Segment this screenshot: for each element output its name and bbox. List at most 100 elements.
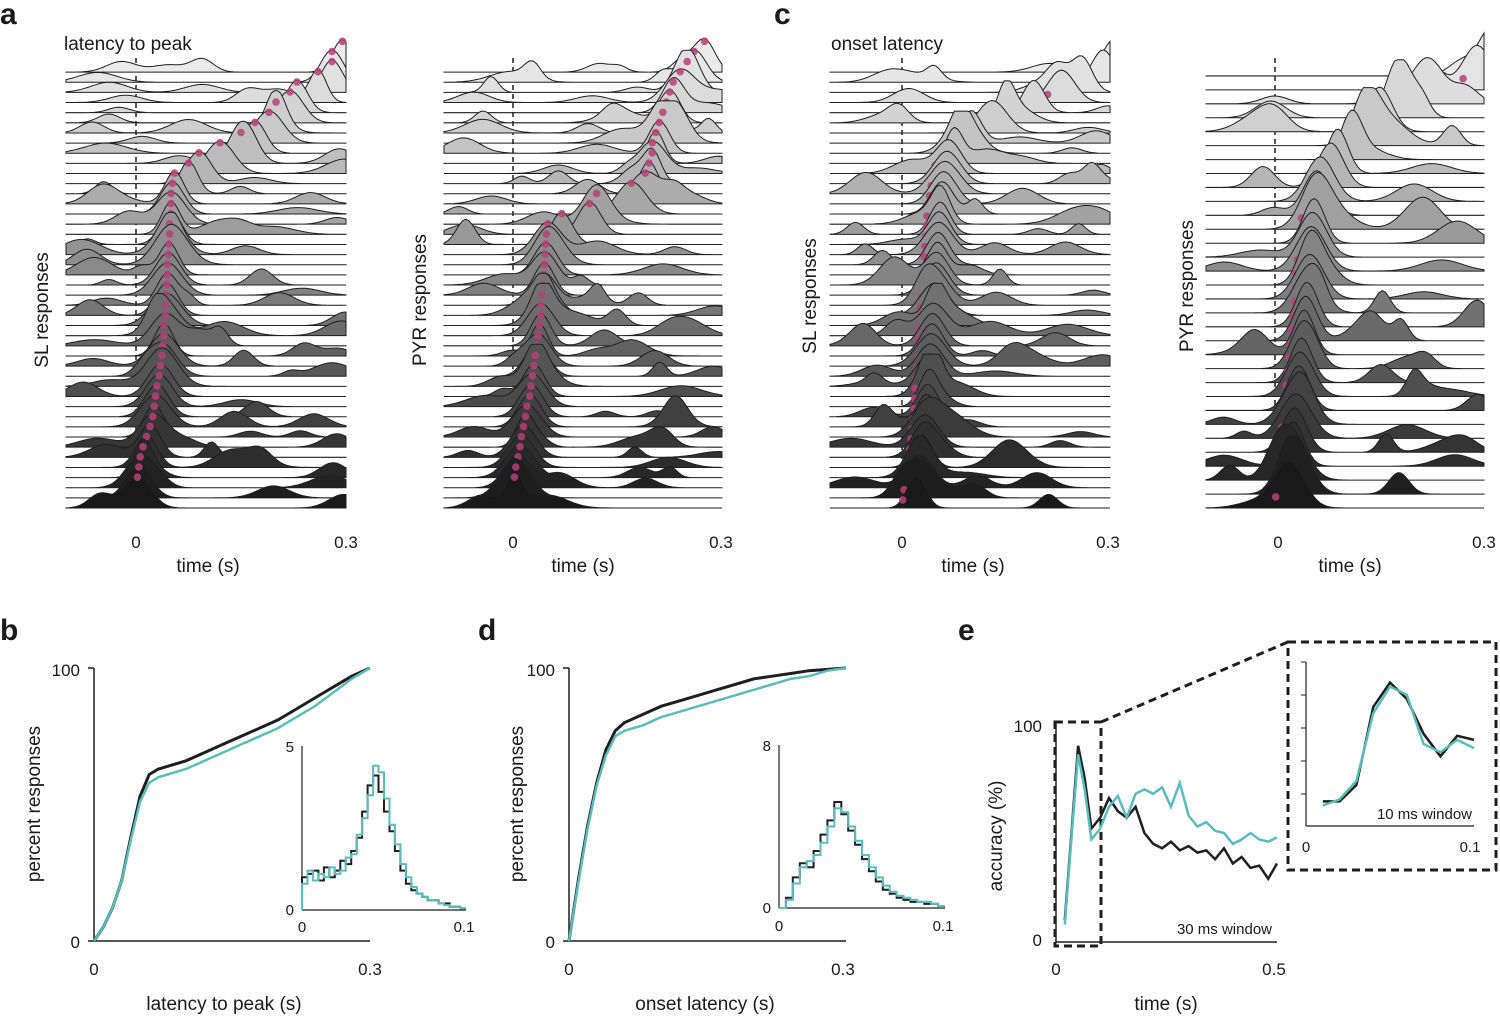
ridge-trace	[65, 282, 347, 316]
panel-label-e: e	[958, 614, 975, 647]
ridge-trace	[65, 293, 347, 337]
d-xtick-0: 0	[564, 960, 573, 979]
ridge-trace	[1205, 171, 1485, 230]
d-inset-hist-teal	[779, 807, 945, 909]
latency-marker	[338, 37, 347, 46]
latency-marker	[149, 412, 157, 421]
ridge-trace	[1205, 460, 1484, 509]
e-series-teal	[1063, 754, 1278, 925]
ridge-trace	[65, 454, 347, 489]
ridge-trace	[65, 393, 347, 428]
ridge-trace	[829, 312, 1111, 347]
ridge-trace	[829, 126, 1111, 164]
ridge-trace	[65, 341, 347, 377]
ridge-trace	[65, 211, 347, 245]
ridge-trace	[830, 475, 1110, 509]
ridge-trace	[829, 201, 1111, 235]
xtick-a-right-1: 0.3	[709, 533, 733, 552]
latency-marker	[158, 341, 167, 350]
e-xtick-0: 0	[1051, 960, 1060, 979]
ridge-trace	[443, 313, 723, 347]
ridge-trace	[65, 211, 347, 256]
ridge-trace	[65, 110, 347, 144]
ridge-trace	[1205, 319, 1485, 370]
e-inset-annotation: 10 ms window	[1377, 806, 1472, 823]
d-inset-xtick-0: 0	[775, 918, 783, 935]
latency-marker	[195, 149, 203, 157]
latency-marker	[540, 260, 549, 269]
ridge-trace	[1205, 109, 1485, 161]
ridge-trace	[1205, 31, 1485, 77]
b-inset-xtick-0: 0	[298, 919, 306, 936]
ridge-trace	[829, 263, 1111, 306]
ridge-trace	[1205, 407, 1485, 453]
e-inset-frame	[1286, 640, 1498, 872]
latency-marker	[544, 220, 552, 228]
ylabel-a-right: PYR responses	[410, 234, 431, 366]
ridge-trace	[829, 414, 1111, 448]
panel-label-a: a	[0, 0, 17, 31]
latency-marker	[525, 392, 534, 400]
ridge-trace	[829, 231, 1111, 266]
latency-marker	[541, 250, 549, 258]
ridge-trace	[443, 434, 723, 468]
b-inset-ytick-0: 0	[286, 902, 294, 919]
ridge-trace	[66, 252, 346, 286]
ylabel-a-left: SL responses	[32, 252, 53, 367]
ridge-trace	[829, 368, 1111, 408]
latency-marker	[652, 128, 660, 137]
ridge-trace	[65, 363, 346, 397]
ridge-trace	[1205, 393, 1485, 439]
panel-label-b: b	[0, 614, 18, 647]
ridge-trace	[829, 393, 1111, 428]
xlabel-c-left: time (s)	[941, 556, 1004, 577]
xlabel-c-right: time (s)	[1318, 556, 1381, 577]
xtick-c-left-1: 0.3	[1096, 533, 1120, 552]
ridge-trace	[65, 333, 347, 367]
latency-marker	[163, 270, 172, 279]
d-xtick-1: 0.3	[831, 960, 855, 979]
ridge-trace	[829, 454, 1111, 489]
ridge-trace	[65, 383, 347, 418]
latency-marker	[165, 230, 174, 238]
ridge-trace	[829, 323, 1111, 357]
b-inset-ytick-5: 5	[286, 739, 294, 756]
latency-marker	[139, 443, 147, 451]
latency-marker	[648, 149, 657, 157]
latency-marker	[168, 179, 177, 187]
ridge-panel-pyr-peak	[443, 37, 723, 509]
ridge-trace	[443, 201, 723, 235]
title-a: latency to peak	[64, 34, 192, 55]
ridge-trace	[829, 383, 1111, 418]
latency-marker	[163, 280, 171, 289]
latency-marker	[528, 372, 537, 380]
e-ytick-100: 100	[1014, 717, 1042, 736]
ridge-trace	[65, 373, 347, 408]
latency-marker	[530, 361, 538, 370]
latency-marker	[216, 138, 224, 147]
latency-marker	[534, 331, 542, 340]
latency-marker	[516, 443, 524, 451]
xlabel-a-right: time (s)	[551, 556, 614, 577]
latency-marker	[541, 240, 550, 248]
ridge-trace	[829, 55, 1111, 93]
e-ytick-0: 0	[1033, 931, 1042, 950]
ridge-trace	[65, 262, 347, 296]
latency-marker	[164, 250, 172, 258]
latency-marker	[537, 311, 545, 319]
ridge-trace	[1206, 229, 1484, 286]
latency-marker	[683, 57, 691, 66]
latency-marker	[314, 67, 322, 76]
latency-marker	[558, 209, 566, 218]
e-inset-xtick-0: 0	[1302, 839, 1310, 856]
latency-marker	[669, 78, 677, 86]
latency-marker	[700, 37, 709, 46]
ridge-trace	[443, 225, 723, 266]
e-zoom-box	[1053, 720, 1103, 948]
latency-marker	[170, 169, 179, 177]
latency-marker	[666, 88, 674, 96]
e-xtick-1: 0.5	[1262, 960, 1286, 979]
ridge-trace	[443, 302, 723, 337]
latency-marker	[538, 290, 547, 299]
